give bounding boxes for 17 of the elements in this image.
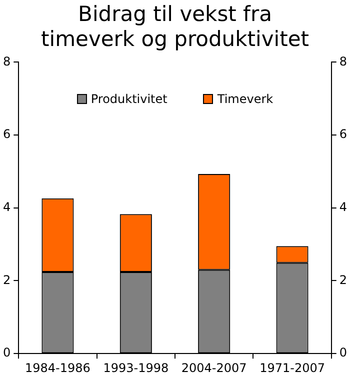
chart-title: Bidrag til vekst fra timeverk og produktivitet [40,1,310,52]
x-tick-label: 1971-2007 [260,360,325,375]
y2-tick-label: 6 [339,127,348,142]
x-tick-label: 2004-2007 [181,360,247,375]
legend-label: Timeverk [217,92,274,106]
y2-tick-label: 8 [339,54,348,68]
y2-tick-label: 0 [339,346,348,360]
y-tick-label: 4 [2,200,11,214]
y2-tick-label: 2 [339,272,348,287]
x-tick-label: 1993-1998 [103,360,169,375]
y2-tick-label: 4 [339,200,348,214]
x-tick-label: 1984-1986 [25,360,90,375]
y-tick-label: 6 [2,127,11,142]
legend-label: Produktivitet [90,92,168,106]
y-tick-label: 0 [2,346,11,360]
y-tick-label: 8 [2,54,11,68]
y-tick-label: 2 [2,272,11,287]
